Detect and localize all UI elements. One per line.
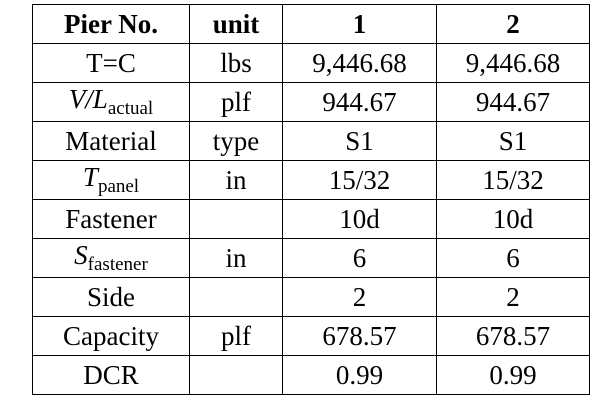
table-cell: in	[189, 160, 283, 200]
table-cell: Sfastener	[32, 238, 190, 278]
table-cell	[189, 199, 283, 239]
subscript: panel	[97, 176, 140, 197]
table-cell: DCR	[32, 355, 190, 395]
table-cell: Fastener	[32, 199, 190, 239]
table-cell: 2	[282, 277, 437, 317]
table-cell: 15/32	[436, 160, 590, 200]
table-cell: 944.67	[436, 82, 590, 122]
table-row: Side 2 2	[32, 277, 590, 317]
table-cell: 2	[436, 4, 590, 44]
table-cell: T=C	[32, 43, 190, 83]
table-row: Capacity plf 678.57 678.57	[32, 316, 590, 356]
table-cell: plf	[189, 316, 283, 356]
table-cell: 9,446.68	[282, 43, 437, 83]
table-cell: type	[189, 121, 283, 161]
table-cell: unit	[189, 4, 283, 44]
table-row: V/Lactual plf 944.67 944.67	[32, 82, 590, 122]
subscript: actual	[107, 98, 154, 119]
symbol: S	[74, 240, 88, 270]
table-cell: Pier No.	[32, 4, 190, 44]
table-cell: S1	[282, 121, 437, 161]
symbol: V/L	[68, 84, 108, 114]
table-cell: Tpanel	[32, 160, 190, 200]
table-cell: 678.57	[436, 316, 590, 356]
table-cell: 944.67	[282, 82, 437, 122]
table-cell: 6	[282, 238, 437, 278]
table-cell: Side	[32, 277, 190, 317]
table-row: Fastener 10d 10d	[32, 199, 590, 239]
table-cell: V/Lactual	[32, 82, 190, 122]
table-cell: 10d	[436, 199, 590, 239]
table-cell: Capacity	[32, 316, 190, 356]
table-cell: 6	[436, 238, 590, 278]
symbol: T	[82, 162, 98, 192]
table-cell: 0.99	[436, 355, 590, 395]
table-cell: lbs	[189, 43, 283, 83]
table-cell: 10d	[282, 199, 437, 239]
table-cell	[189, 355, 283, 395]
table-cell: plf	[189, 82, 283, 122]
subscript: fastener	[87, 254, 148, 275]
table-cell: 15/32	[282, 160, 437, 200]
table-cell: Material	[32, 121, 190, 161]
table-row: Sfastener in 6 6	[32, 238, 590, 278]
table-row: DCR 0.99 0.99	[32, 355, 590, 395]
table-row: T=C lbs 9,446.68 9,446.68	[32, 43, 590, 83]
table-cell: S1	[436, 121, 590, 161]
table-cell: 9,446.68	[436, 43, 590, 83]
table-cell	[189, 277, 283, 317]
table-cell: 1	[282, 4, 437, 44]
table-cell: in	[189, 238, 283, 278]
table-cell: 0.99	[282, 355, 437, 395]
table-cell: 678.57	[282, 316, 437, 356]
table-row: Material type S1 S1	[32, 121, 590, 161]
header-row: Pier No. unit 1 2	[32, 4, 590, 44]
table-cell: 2	[436, 277, 590, 317]
table-row: Tpanel in 15/32 15/32	[32, 160, 590, 200]
pier-table: Pier No. unit 1 2 T=C lbs 9,446.68 9,446.68 V/La…	[32, 4, 590, 395]
